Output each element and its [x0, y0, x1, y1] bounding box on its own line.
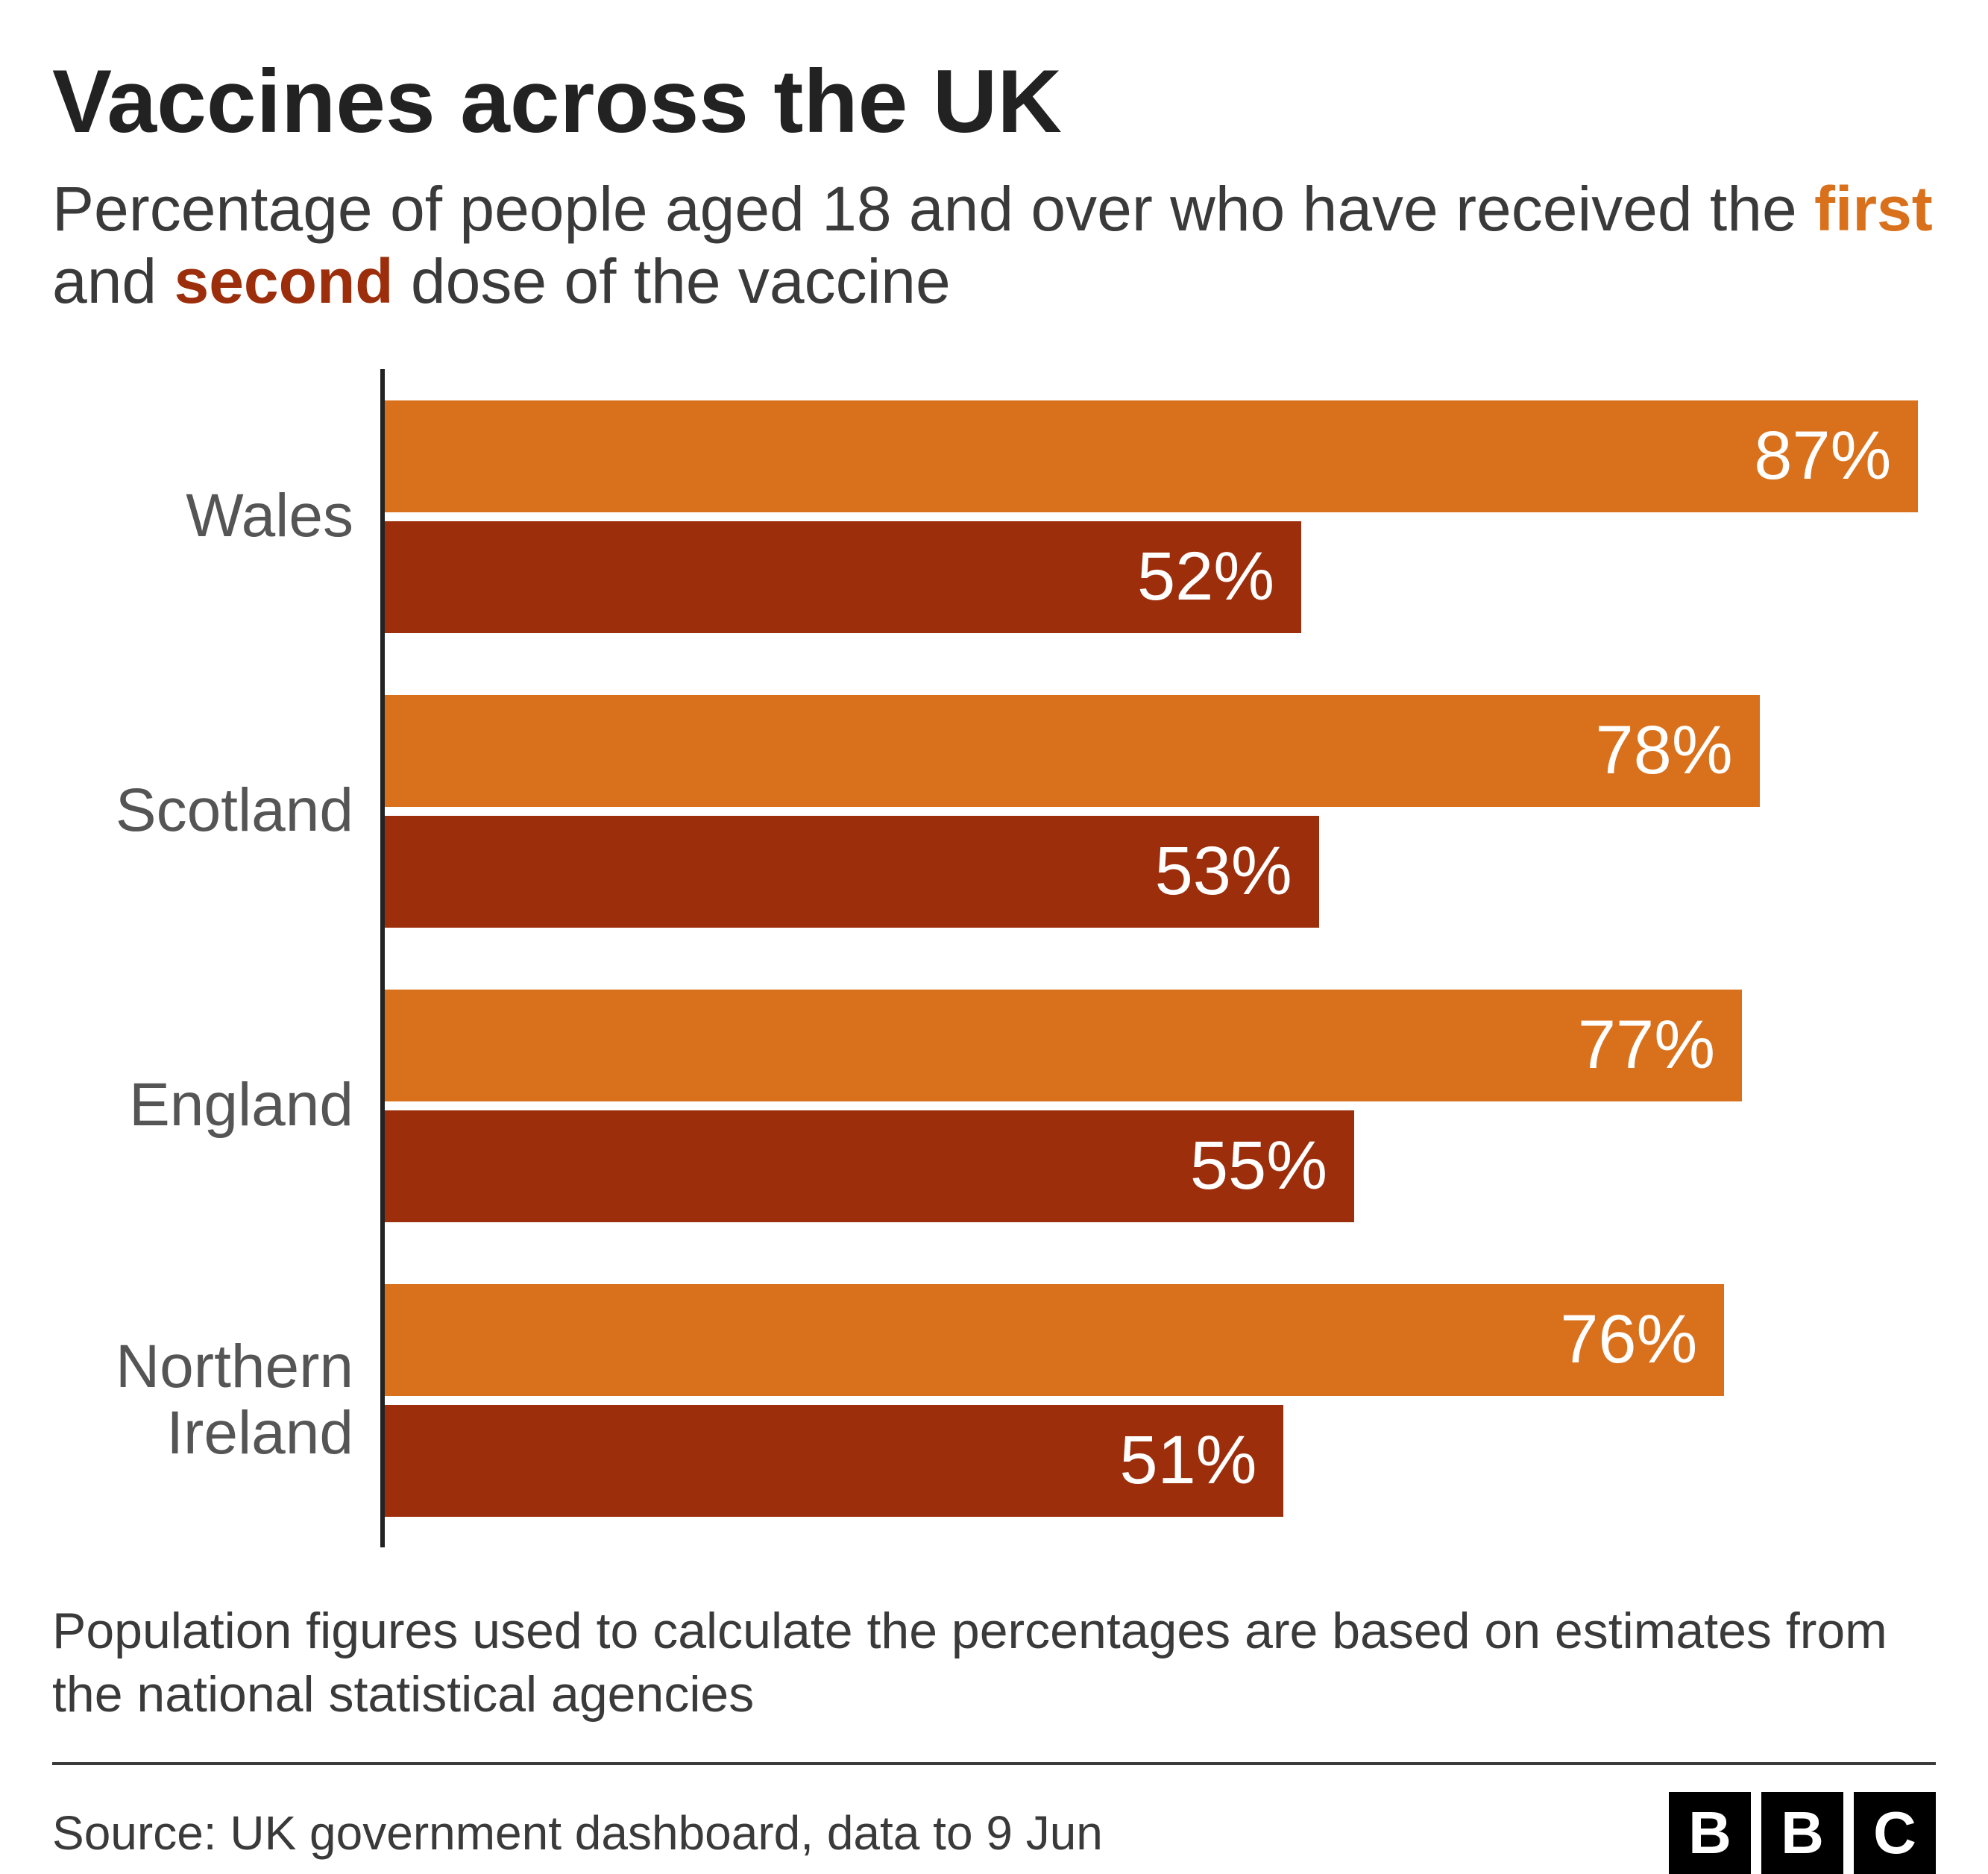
subtitle-keyword-second: second — [174, 246, 394, 316]
y-axis-labels: Wales Scotland England NorthernIreland — [52, 369, 380, 1547]
bar-value-label: 55% — [1190, 1127, 1327, 1205]
bar-value-label: 77% — [1578, 1006, 1715, 1084]
chart-footnote: Population figures used to calculate the… — [52, 1600, 1936, 1762]
bar-value-label: 52% — [1137, 538, 1274, 616]
bar-value-label: 78% — [1595, 711, 1732, 790]
subtitle-keyword-first: first — [1814, 174, 1933, 244]
bar-group: 76% 51% — [385, 1253, 1936, 1547]
bar-first: 76% — [385, 1284, 1724, 1396]
bar-value-label: 53% — [1155, 832, 1292, 911]
bar-second: 52% — [385, 521, 1301, 633]
plot-area: Wales Scotland England NorthernIreland 87% 5… — [52, 369, 1936, 1547]
bar-first: 77% — [385, 990, 1742, 1101]
y-label-group: Scotland — [52, 664, 380, 958]
bar-value-label: 76% — [1560, 1301, 1697, 1379]
bar-group: 77% 55% — [385, 958, 1936, 1253]
bars-area: 87% 52% 78% 53% 77% 55% 76% 51% — [380, 369, 1936, 1547]
bar-first: 78% — [385, 695, 1760, 807]
bar-second: 53% — [385, 816, 1319, 928]
bar-second: 51% — [385, 1405, 1283, 1517]
chart-container: Vaccines across the UK Percentage of peo… — [0, 0, 1988, 1864]
category-label: NorthernIreland — [116, 1334, 353, 1466]
bar-first: 87% — [385, 400, 1918, 512]
source-text: Source: UK government dashboard, data to… — [52, 1805, 1103, 1861]
bar-value-label: 51% — [1119, 1421, 1256, 1500]
subtitle-post: dose of the vaccine — [394, 246, 951, 316]
bbc-logo-box: C — [1854, 1792, 1936, 1874]
bbc-logo: BBC — [1669, 1792, 1936, 1874]
bbc-logo-box: B — [1669, 1792, 1751, 1874]
subtitle-pre: Percentage of people aged 18 and over wh… — [52, 174, 1814, 244]
y-label-group: NorthernIreland — [52, 1253, 380, 1547]
subtitle-mid: and — [52, 246, 174, 316]
category-label: Scotland — [116, 778, 353, 844]
category-label: England — [129, 1072, 353, 1139]
y-label-group: Wales — [52, 369, 380, 664]
chart-footer: Source: UK government dashboard, data to… — [52, 1765, 1936, 1874]
bar-second: 55% — [385, 1110, 1354, 1222]
bbc-logo-box: B — [1761, 1792, 1843, 1874]
chart-subtitle: Percentage of people aged 18 and over wh… — [52, 173, 1936, 317]
bar-group: 87% 52% — [385, 369, 1936, 664]
category-label: Wales — [186, 483, 353, 550]
bar-group: 78% 53% — [385, 664, 1936, 958]
bar-value-label: 87% — [1754, 417, 1891, 495]
chart-title: Vaccines across the UK — [52, 52, 1936, 151]
y-label-group: England — [52, 958, 380, 1253]
